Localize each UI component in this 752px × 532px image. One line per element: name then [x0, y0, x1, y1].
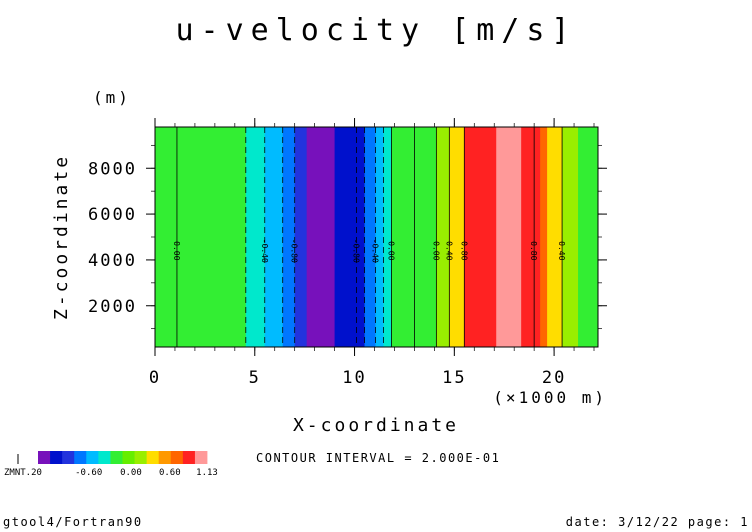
- y-tick-label-0: 2000: [88, 297, 137, 317]
- legend-swatch-0: [38, 451, 51, 464]
- color-band-15: [521, 127, 541, 347]
- legend-swatch-5: [98, 451, 111, 464]
- contour-label-5: -0.80: [352, 239, 361, 263]
- color-band-17: [547, 127, 563, 347]
- contour-label-13: 0.80: [459, 241, 468, 260]
- color-band-2: [264, 127, 284, 347]
- legend-tick-label-0: -0.60: [75, 468, 102, 478]
- legend-tick-label-2: 0.60: [159, 468, 181, 478]
- contour-lines: 0.00 -0.40 -0.80 -0.80 -0.40 0.00 0.00 0.40 0.80…: [172, 127, 566, 347]
- color-band-18: [562, 127, 579, 347]
- y-tick-label-3: 8000: [88, 159, 137, 179]
- color-band-6: [334, 127, 366, 347]
- color-band-13: [464, 127, 497, 347]
- legend-swatch-8: [134, 451, 148, 464]
- chart-title: u-velocity [m/s]: [176, 13, 577, 48]
- legend-swatch-9: [146, 451, 160, 464]
- contour-label-4: -0.80: [290, 239, 299, 263]
- contour-label-0: 0.00: [172, 241, 181, 260]
- color-band-5: [306, 127, 336, 347]
- color-band-14: [496, 127, 522, 347]
- y-tick-label-1: 4000: [88, 251, 137, 271]
- y-unit-label: (m): [93, 88, 131, 107]
- plot-area: [155, 127, 599, 347]
- color-band-7: [364, 127, 377, 347]
- x-tick-label-4: 20: [542, 368, 566, 388]
- contour-label-9: 0.00: [386, 241, 395, 260]
- legend-swatch-13: [194, 451, 208, 464]
- x-axis-label: X-coordinate: [293, 415, 459, 436]
- color-band-3: [282, 127, 296, 347]
- legend-swatch-2: [62, 451, 75, 464]
- x-tick-label-3: 15: [442, 368, 466, 388]
- legend-swatch-7: [122, 451, 135, 464]
- legend-swatch-4: [86, 451, 99, 464]
- contour-label-2: -0.40: [260, 239, 269, 263]
- color-legend: ZMNT.20 -0.60 0.00 0.60 1.13: [4, 451, 218, 478]
- x-tick-label-2: 10: [342, 368, 366, 388]
- contour-label-11: 0.00: [431, 241, 440, 260]
- legend-tick-label-1: 0.00: [120, 468, 142, 478]
- color-band-12: [449, 127, 465, 347]
- color-band-16: [540, 127, 548, 347]
- color-band-11: [436, 127, 450, 347]
- legend-swatch-11: [170, 451, 184, 464]
- color-band-19: [578, 127, 599, 347]
- legend-swatch-3: [74, 451, 87, 464]
- contour-label-15: 0.40: [557, 241, 566, 260]
- y-axis-label: Z-coordinate: [51, 154, 72, 320]
- axes: 0 5 10 15 20 2000 4000 6000 8000: [88, 118, 607, 388]
- color-band-4: [294, 127, 308, 347]
- footer-left: gtool4/Fortran90: [3, 515, 143, 529]
- color-band-1: [245, 127, 266, 347]
- color-band-0: [155, 127, 247, 347]
- color-band-9: [383, 127, 392, 347]
- contour-interval-text: CONTOUR INTERVAL = 2.000E-01: [256, 451, 500, 465]
- contour-label-12: 0.40: [444, 241, 453, 260]
- x-tick-label-1: 5: [249, 368, 261, 388]
- legend-swatch-1: [50, 451, 63, 464]
- x-tick-label-0: 0: [149, 368, 161, 388]
- y-tick-label-2: 6000: [88, 205, 137, 225]
- contour-label-14: 0.80: [529, 241, 538, 260]
- legend-swatch-6: [110, 451, 123, 464]
- x-unit-label: (×1000 m): [493, 388, 607, 407]
- legend-swatch-12: [182, 451, 196, 464]
- legend-swatch-10: [158, 451, 172, 464]
- legend-min-label: ZMNT.20: [4, 468, 42, 478]
- footer-right: date: 3/12/22 page: 1: [566, 515, 749, 529]
- contour-label-7: -0.40: [371, 239, 380, 263]
- legend-tick-label-3: 1.13: [196, 468, 218, 478]
- color-band-8: [375, 127, 384, 347]
